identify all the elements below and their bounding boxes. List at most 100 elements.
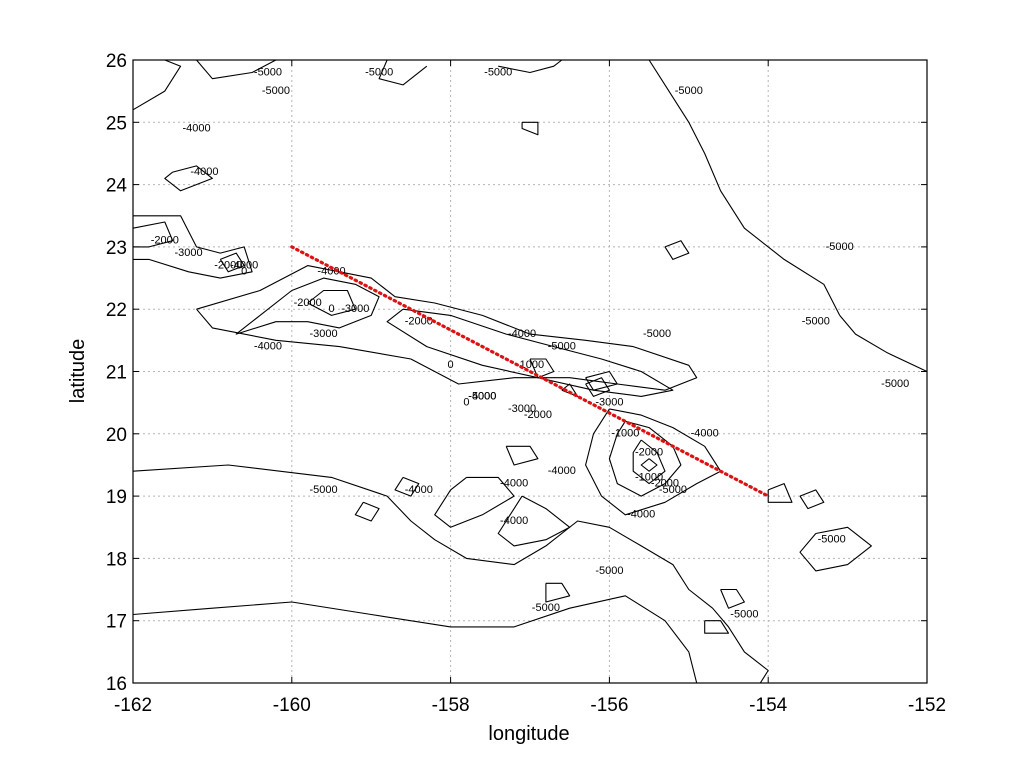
contour-label: -5000 xyxy=(532,602,560,614)
contour-lines xyxy=(132,59,928,684)
contour-line xyxy=(632,439,666,485)
contour-label: -5000 xyxy=(818,534,846,546)
contour-line xyxy=(196,265,698,391)
contour-label: -4000 xyxy=(500,515,528,527)
y-tick-labels: 16 17 18 19 20 21 22 23 24 25 26 xyxy=(106,51,927,695)
contour-label: -5000 xyxy=(659,484,687,496)
contour-line xyxy=(196,59,277,80)
contour-label: -1000 xyxy=(611,428,639,440)
contour-line xyxy=(529,358,555,379)
contour-label: -3000 xyxy=(175,247,203,259)
contour-line xyxy=(704,620,730,634)
contour-label: 0 xyxy=(328,303,334,315)
x-tick-label: -162 xyxy=(114,695,152,716)
contour-label: -1000 xyxy=(635,471,663,483)
contour-line xyxy=(585,408,722,516)
contour-line xyxy=(132,221,174,248)
contour-label: -5000 xyxy=(309,484,337,496)
x-axis-title: longitude xyxy=(488,723,569,745)
contour-label: -5000 xyxy=(548,340,576,352)
contour-label: -5000 xyxy=(643,328,671,340)
x-tick-label: -156 xyxy=(590,695,628,716)
contour-label: -5000 xyxy=(365,66,393,78)
contour-label: 0 xyxy=(241,266,247,278)
contour-label: -4000 xyxy=(254,340,282,352)
x-tick-label: -160 xyxy=(273,695,311,716)
contour-line xyxy=(799,526,872,572)
contour-label: -2000 xyxy=(405,316,433,328)
contour-line xyxy=(640,458,658,472)
contour-line xyxy=(132,464,769,684)
contour-line xyxy=(498,59,563,74)
contour-label: -2000 xyxy=(524,409,552,421)
y-tick-label: 23 xyxy=(106,238,127,259)
contour-label: 0 xyxy=(448,359,454,371)
contour-line xyxy=(354,501,380,522)
contour-label: -5000 xyxy=(730,608,758,620)
contour-label: -5000 xyxy=(262,85,290,97)
contour-line xyxy=(164,165,213,192)
y-tick-label: 26 xyxy=(106,51,127,72)
contour-label: -4000 xyxy=(405,484,433,496)
contour-label: -5000 xyxy=(484,66,512,78)
contour-line xyxy=(545,582,571,603)
contour-label: -2000 xyxy=(151,235,179,247)
contour-label: -3000 xyxy=(309,328,337,340)
contour-line xyxy=(767,483,793,503)
contour-line xyxy=(434,476,515,528)
contour-line xyxy=(505,445,539,466)
contour-line xyxy=(585,377,610,397)
contour-line xyxy=(132,59,182,111)
contour-label: -5000 xyxy=(675,85,703,97)
contour-line xyxy=(497,495,571,547)
contour-label: -5000 xyxy=(802,316,830,328)
contour-line xyxy=(235,277,380,335)
contour-line xyxy=(648,59,841,316)
contour-line xyxy=(608,420,682,497)
contour-label: -4000 xyxy=(548,465,576,477)
y-tick-label: 20 xyxy=(106,425,127,446)
y-tick-label: 25 xyxy=(106,113,127,134)
contour-label: -5000 xyxy=(881,378,909,390)
contour-line xyxy=(664,240,690,260)
y-tick-label: 16 xyxy=(106,674,127,695)
contour-label: -5000 xyxy=(254,66,282,78)
contour-line xyxy=(378,59,428,86)
y-tick-label: 18 xyxy=(106,549,127,570)
transect-line xyxy=(290,245,770,498)
y-axis-title: latitude xyxy=(67,339,89,404)
x-tick-label: -158 xyxy=(432,695,470,716)
contour-line xyxy=(133,215,253,279)
contour-label: -2000 xyxy=(214,259,242,271)
contour-label: -3000 xyxy=(595,397,623,409)
contour-label: -4000 xyxy=(190,166,218,178)
contour-label: -2000 xyxy=(651,478,679,490)
contour-line xyxy=(394,476,420,497)
contour-label: -4000 xyxy=(468,390,496,402)
contour-line xyxy=(799,489,825,510)
contour-label: -3000 xyxy=(508,403,536,415)
y-tick-label: 22 xyxy=(106,300,127,321)
contour-label: -2000 xyxy=(635,446,663,458)
contour-label: -5000 xyxy=(595,565,623,577)
contour-line xyxy=(720,588,745,609)
x-tick-labels: -162 -160 -158 -156 -154 -152 xyxy=(114,60,946,716)
x-tick-label: -152 xyxy=(908,695,946,716)
contour-line xyxy=(585,370,618,391)
contour-label: -4000 xyxy=(317,266,345,278)
contour-line xyxy=(219,252,245,273)
x-tick-label: -154 xyxy=(749,695,787,716)
y-tick-label: 21 xyxy=(106,363,127,384)
contour-labels: -5000 -5000 -5000 -5000 -5000 -5000 -5000 -5000… xyxy=(151,66,910,620)
contour-label: -2000 xyxy=(294,297,322,309)
contour-label: -5000 xyxy=(826,241,854,253)
contour-line xyxy=(132,595,698,684)
y-tick-label: 19 xyxy=(106,487,127,508)
contour-label: -4000 xyxy=(230,259,258,271)
contour-label: -1000 xyxy=(516,359,544,371)
contour-label: -5000 xyxy=(468,390,496,402)
contour-label: -4000 xyxy=(627,509,655,521)
contour-line xyxy=(521,121,539,136)
